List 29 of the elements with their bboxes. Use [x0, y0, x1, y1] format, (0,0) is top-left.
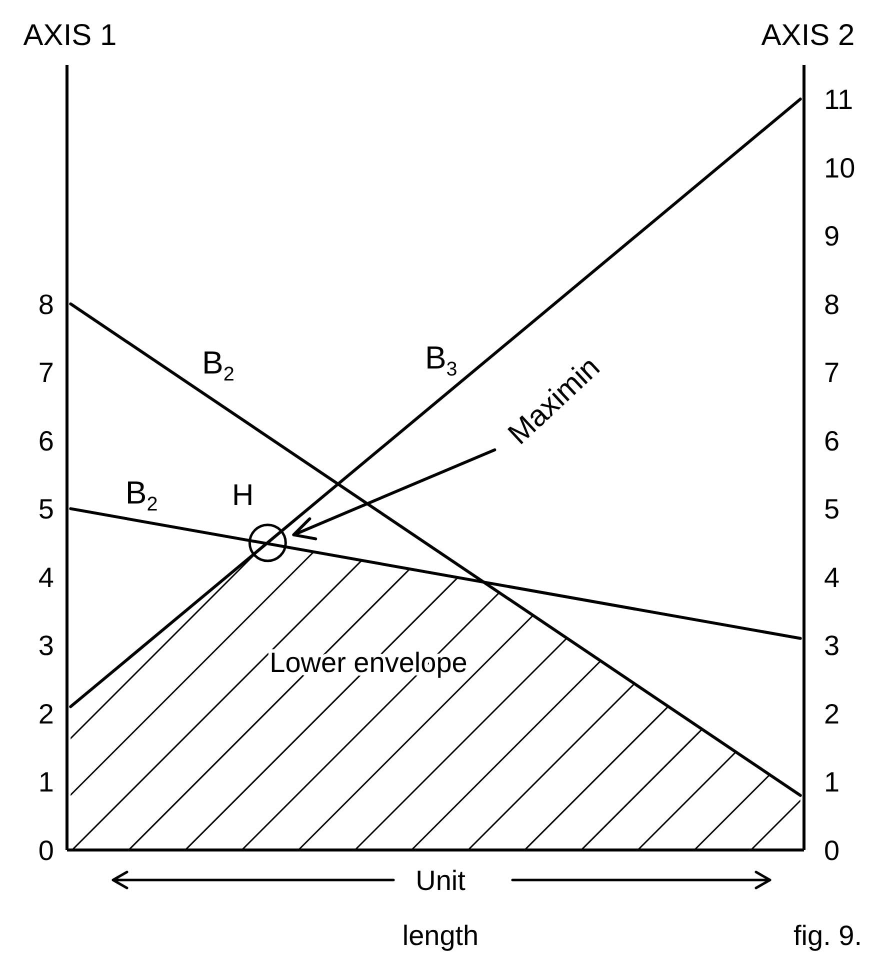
y-tick-label: 7	[38, 357, 54, 388]
series-label: B$_{2}$	[202, 344, 234, 386]
y2-axis-title: AXIS 2	[761, 19, 855, 52]
y2-tick-label: 11	[824, 84, 854, 116]
y-tick-label: 8	[38, 288, 54, 320]
y2-tick-label: 1	[824, 766, 840, 798]
y-tick-label: 3	[38, 630, 54, 662]
y-tick-label: 5	[38, 494, 54, 525]
y2-tick-label: 5	[824, 494, 840, 525]
y-tick-label: 1	[38, 766, 54, 798]
y-tick-label: 2	[38, 698, 54, 730]
y-tick-label: 0	[38, 834, 54, 866]
series-label: B$_{2}$	[125, 474, 158, 516]
series-label: H	[232, 478, 254, 512]
y2-tick-label: 8	[824, 288, 840, 320]
y2-tick-label: 3	[824, 630, 840, 662]
y2-tick-label: 7	[824, 357, 840, 388]
y-tick-label: 4	[38, 562, 54, 593]
caption: fig. 9.	[794, 920, 862, 951]
x-axis-title: Unit length	[402, 865, 479, 951]
y2-tick-label: 9	[824, 220, 840, 252]
y2-tick-label: 0	[824, 834, 840, 866]
y-tick-label: 6	[38, 425, 54, 456]
y2-tick-label: 2	[824, 698, 840, 730]
y-axis-title: AXIS 1	[23, 19, 117, 52]
y2-tick-label: 10	[824, 152, 856, 184]
y2-tick-label: 6	[824, 425, 840, 456]
y2-tick-label: 4	[824, 562, 840, 593]
series-label: B$_{3}$	[424, 340, 458, 381]
